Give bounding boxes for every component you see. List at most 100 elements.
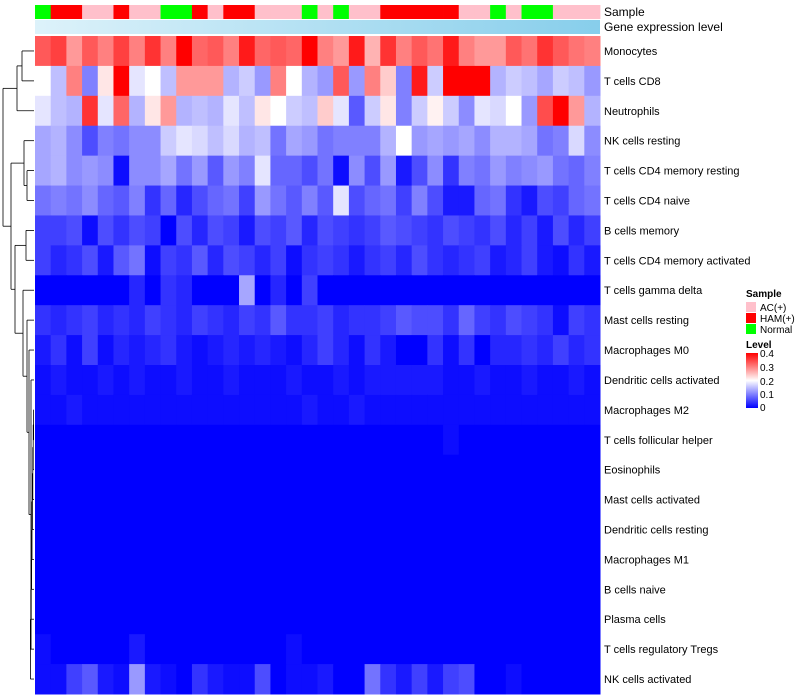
heatmap-cell	[97, 215, 114, 246]
legend-tick-0-2: 0.2	[760, 377, 774, 388]
row-label: T cells CD4 memory resting	[604, 166, 740, 178]
heatmap-cell	[364, 424, 381, 456]
heatmap-cell	[474, 574, 491, 605]
heatmap-cell	[568, 394, 585, 426]
heatmap-cell	[207, 664, 224, 695]
heatmap-cell	[427, 424, 444, 456]
heatmap-cell	[176, 634, 193, 665]
row-label: T cells CD4 memory activated	[604, 255, 751, 267]
heatmap-cell	[380, 514, 397, 545]
heatmap-cell	[537, 574, 554, 605]
sample-annotation-cell	[474, 5, 491, 19]
heatmap-cell	[474, 424, 491, 456]
heatmap-cell	[568, 155, 585, 187]
heatmap-cell	[348, 544, 366, 575]
heatmap-cell	[35, 484, 52, 516]
heatmap-cell	[129, 185, 146, 216]
heatmap-cell	[50, 155, 67, 187]
heatmap-cells	[35, 36, 601, 695]
heatmap-cell	[348, 335, 366, 366]
heatmap-cell	[207, 634, 224, 665]
heatmap-cell	[505, 454, 523, 486]
heatmap-cell	[66, 454, 83, 486]
heatmap-cell	[301, 634, 318, 665]
heatmap-cell	[66, 125, 83, 157]
heatmap-cell	[521, 125, 538, 157]
heatmap-cell	[364, 484, 381, 516]
heatmap-cell	[474, 454, 491, 486]
heatmap-cell	[505, 424, 523, 456]
heatmap-cell	[160, 215, 177, 246]
heatmap-cell	[191, 65, 209, 97]
heatmap-cell	[411, 36, 428, 67]
heatmap-cell	[176, 514, 193, 545]
heatmap-cell	[144, 574, 162, 605]
heatmap-cell	[411, 514, 428, 545]
heatmap-cell	[254, 155, 271, 187]
heatmap-cell	[474, 65, 491, 97]
heatmap-cell	[443, 335, 460, 366]
heatmap-cell	[50, 574, 67, 605]
heatmap-cell	[348, 634, 366, 665]
heatmap-cell	[521, 574, 538, 605]
heatmap-cell	[537, 185, 554, 216]
heatmap-cell	[97, 484, 114, 516]
heatmap-cell	[66, 664, 83, 695]
sample-annotation-cell	[286, 5, 303, 19]
heatmap-cell	[427, 245, 444, 276]
heatmap-cell	[35, 215, 52, 246]
heatmap-cell	[50, 514, 67, 545]
heatmap-cell	[113, 305, 130, 336]
heatmap-cell	[458, 125, 475, 157]
heatmap-cell	[333, 424, 350, 456]
heatmap-cell	[584, 185, 601, 216]
heatmap-cell	[443, 604, 460, 635]
heatmap-cell	[584, 454, 601, 486]
heatmap-cell	[129, 365, 146, 396]
heatmap-cell	[317, 275, 334, 306]
heatmap-cell	[239, 65, 256, 97]
heatmap-cell	[521, 365, 538, 396]
heatmap-cell	[552, 125, 570, 157]
heatmap-cell	[254, 574, 271, 605]
heatmap-cell	[490, 454, 507, 486]
heatmap-cell	[427, 394, 444, 426]
heatmap-cell	[317, 125, 334, 157]
heatmap-cell	[348, 275, 366, 306]
heatmap-cell	[474, 125, 491, 157]
heatmap-cell	[113, 65, 130, 97]
heatmap-cell	[270, 365, 287, 396]
heatmap-cell	[129, 125, 146, 157]
heatmap-cell	[552, 365, 570, 396]
legend-tick-0-1: 0.1	[760, 390, 774, 401]
heatmap-cell	[411, 664, 428, 695]
heatmap-cell	[490, 185, 507, 216]
heatmap-cell	[395, 544, 413, 575]
heatmap-cell	[176, 454, 193, 486]
heatmap-cell	[317, 155, 334, 187]
heatmap-cell	[97, 454, 114, 486]
heatmap-cell	[348, 215, 366, 246]
heatmap-cell	[427, 65, 444, 97]
heatmap-cell	[286, 424, 303, 456]
heatmap-cell	[66, 424, 83, 456]
heatmap-cell	[160, 125, 177, 157]
heatmap-cell	[50, 305, 67, 336]
heatmap-cell	[537, 544, 554, 575]
row-label: T cells CD8	[604, 76, 661, 88]
heatmap-cell	[82, 155, 99, 187]
sample-annotation-cell	[568, 5, 585, 19]
heatmap-cell	[50, 65, 67, 97]
heatmap-cell	[411, 634, 428, 665]
heatmap-cell	[458, 604, 475, 635]
legend-tick-0-4: 0.4	[760, 349, 774, 360]
heatmap-cell	[317, 185, 334, 216]
heatmap-cell	[474, 604, 491, 635]
heatmap-cell	[97, 125, 114, 157]
sample-annotation-cell	[239, 5, 256, 19]
heatmap-cell	[458, 634, 475, 665]
annotation-label-sample: Sample	[604, 5, 645, 19]
heatmap-cell	[427, 514, 444, 545]
heatmap-cell	[443, 305, 460, 336]
heatmap-cell	[144, 215, 162, 246]
